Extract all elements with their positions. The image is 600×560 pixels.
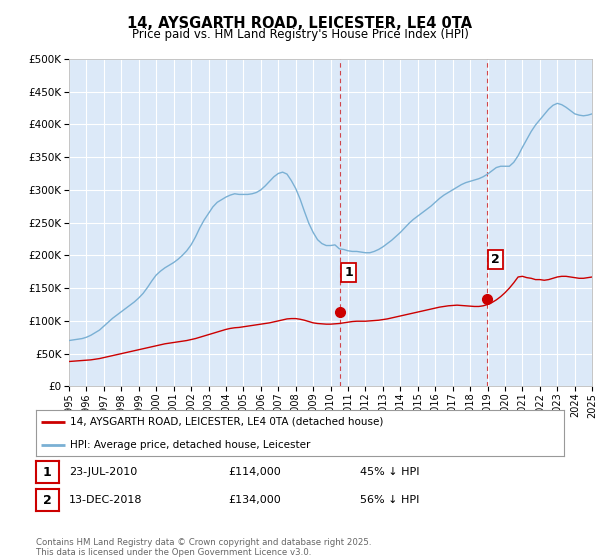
Text: 23-JUL-2010: 23-JUL-2010 [69, 467, 137, 477]
Text: 2: 2 [491, 253, 500, 266]
Text: Price paid vs. HM Land Registry's House Price Index (HPI): Price paid vs. HM Land Registry's House … [131, 28, 469, 41]
Text: £134,000: £134,000 [228, 495, 281, 505]
Text: 1: 1 [43, 465, 52, 479]
Text: 1: 1 [344, 266, 353, 279]
Text: 13-DEC-2018: 13-DEC-2018 [69, 495, 143, 505]
Text: HPI: Average price, detached house, Leicester: HPI: Average price, detached house, Leic… [70, 440, 311, 450]
Text: 14, AYSGARTH ROAD, LEICESTER, LE4 0TA (detached house): 14, AYSGARTH ROAD, LEICESTER, LE4 0TA (d… [70, 417, 383, 427]
Text: 2: 2 [43, 493, 52, 507]
Text: £114,000: £114,000 [228, 467, 281, 477]
Text: 14, AYSGARTH ROAD, LEICESTER, LE4 0TA: 14, AYSGARTH ROAD, LEICESTER, LE4 0TA [127, 16, 473, 31]
Text: Contains HM Land Registry data © Crown copyright and database right 2025.
This d: Contains HM Land Registry data © Crown c… [36, 538, 371, 557]
Text: 45% ↓ HPI: 45% ↓ HPI [360, 467, 419, 477]
Text: 56% ↓ HPI: 56% ↓ HPI [360, 495, 419, 505]
